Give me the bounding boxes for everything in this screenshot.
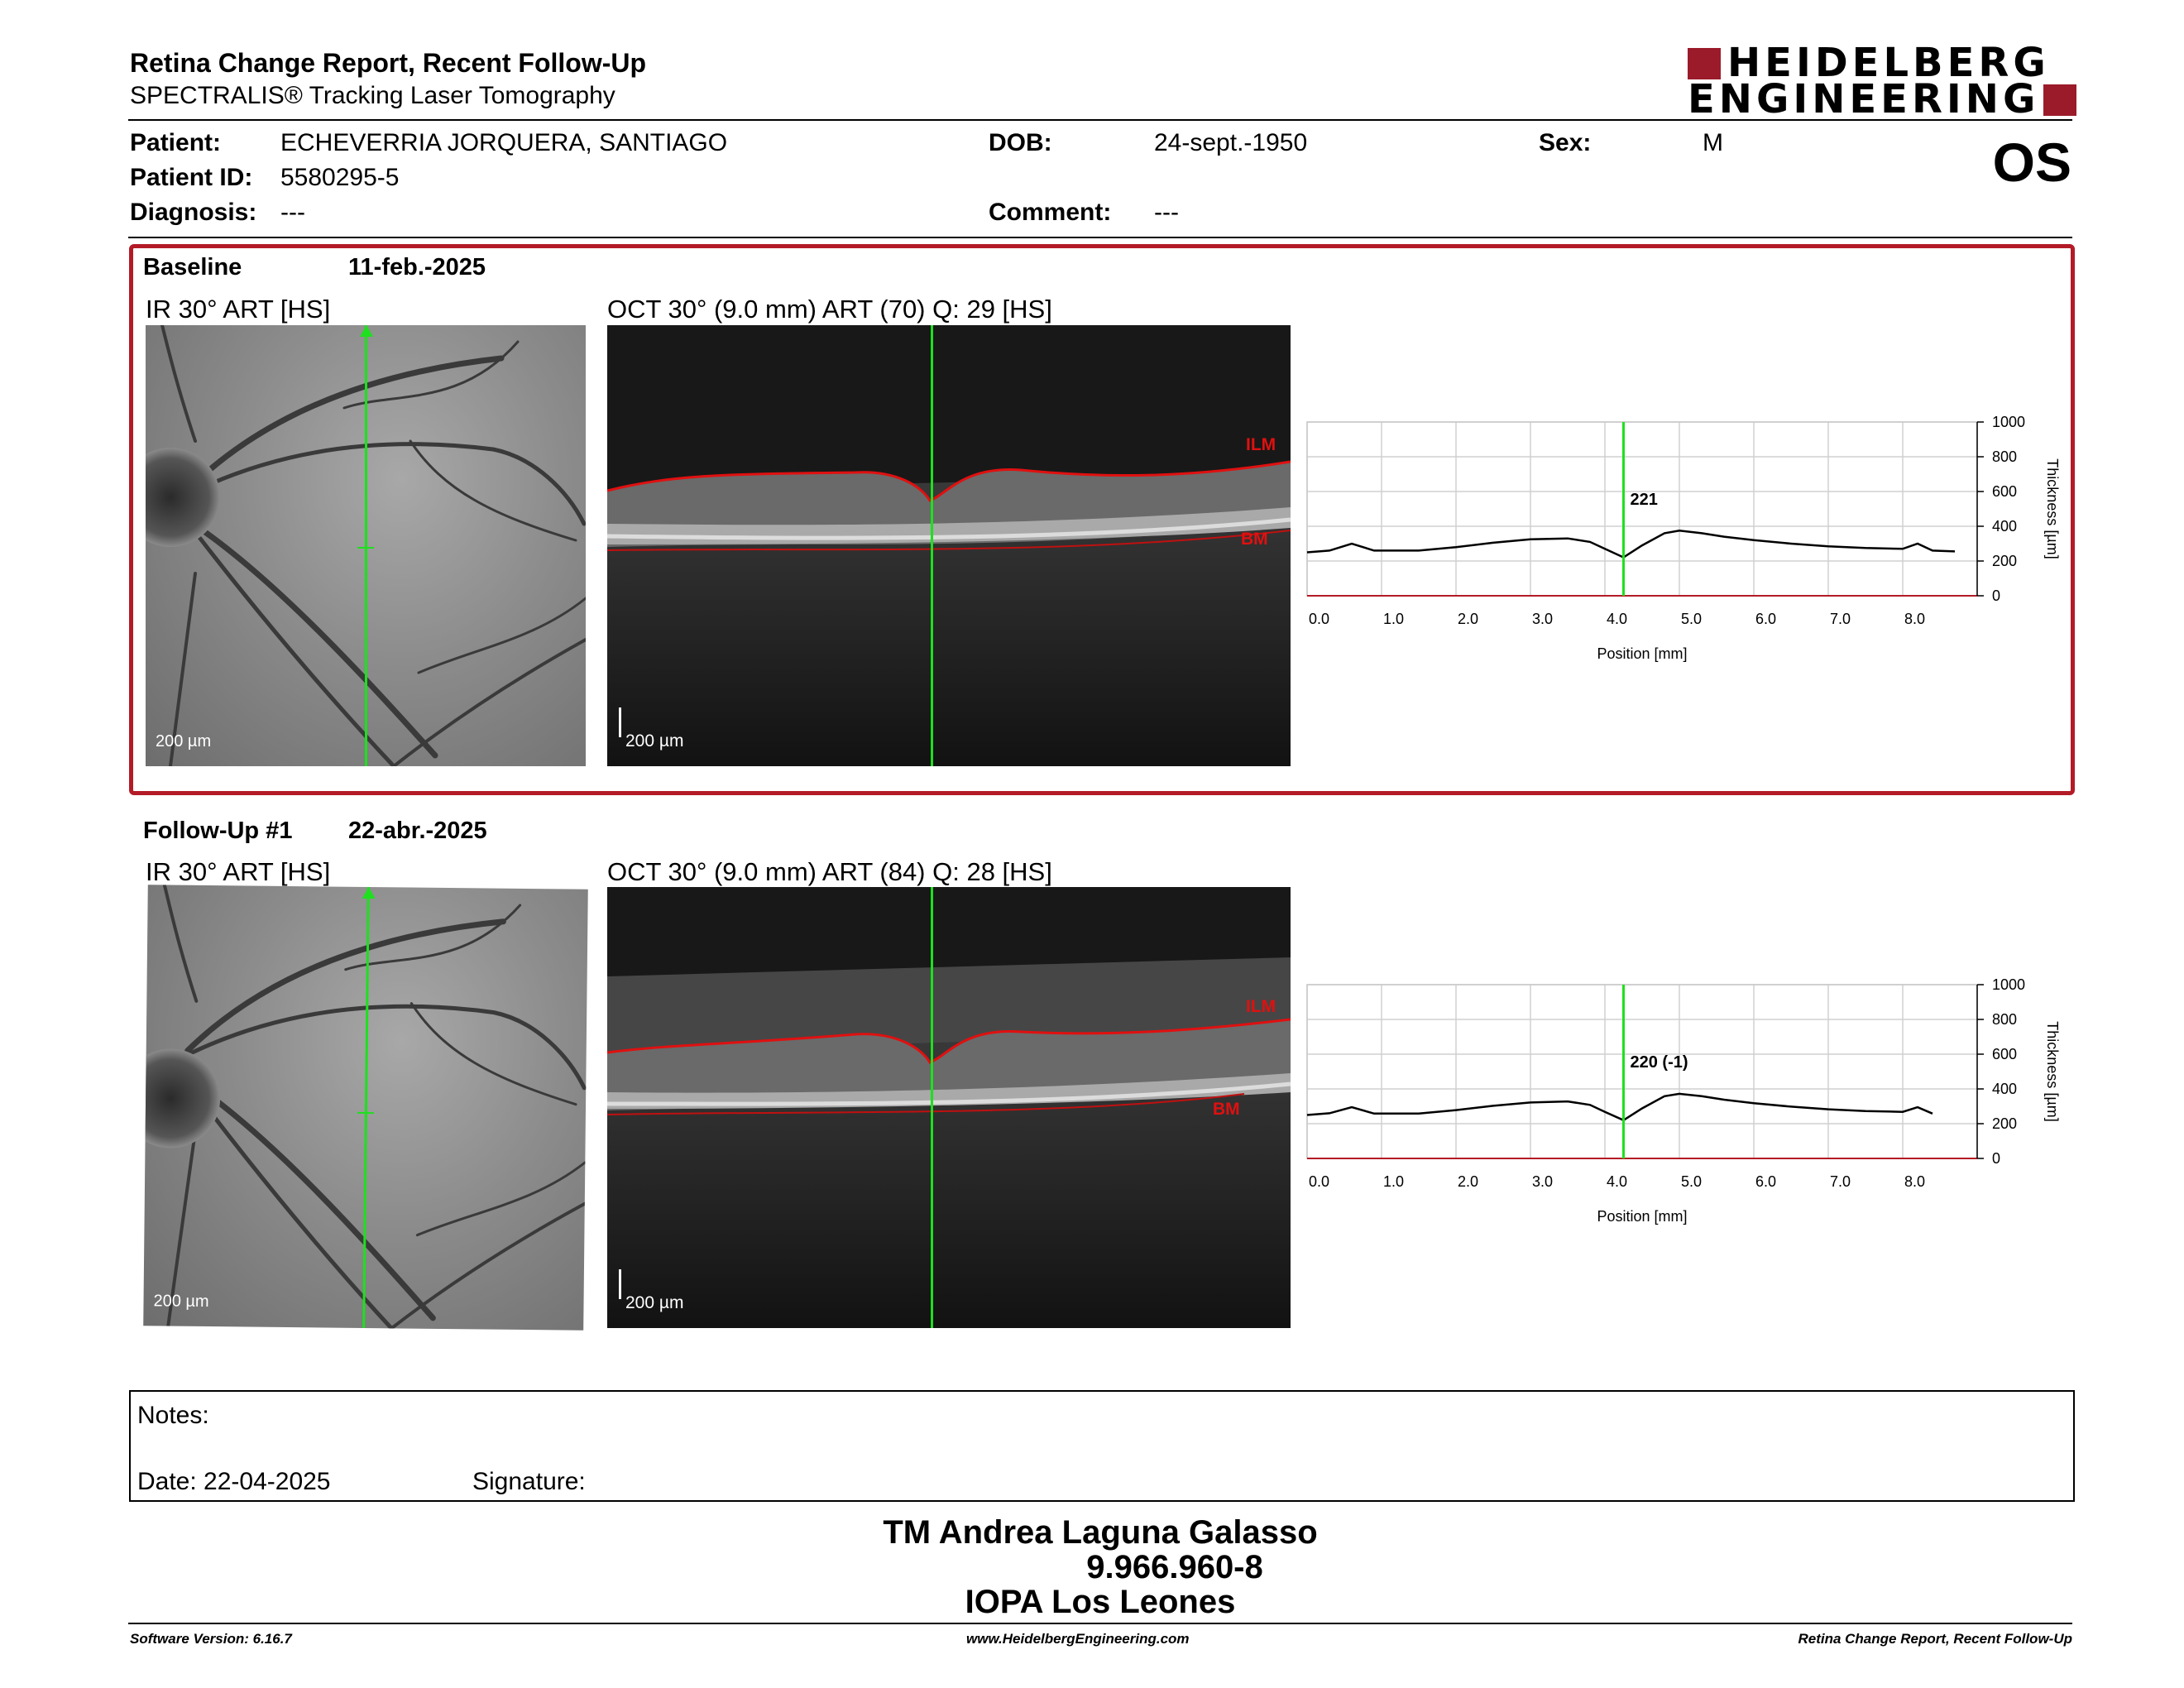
x-tick-label: 1.0 bbox=[1383, 1173, 1404, 1190]
vessel-overlay bbox=[162, 885, 587, 1331]
x-tick-label: 0.0 bbox=[1309, 1173, 1329, 1190]
baseline-ilm-tag: ILM bbox=[1246, 435, 1276, 454]
y-tick-label: 200 bbox=[1992, 1115, 2017, 1132]
sex-label: Sex: bbox=[1539, 129, 1592, 156]
x-tick-label: 3.0 bbox=[1532, 1173, 1553, 1190]
logo-line1: HEIDELBERG bbox=[1727, 40, 2050, 86]
heidelberg-logo: HEIDELBERG ENGINEERING bbox=[1688, 40, 2076, 122]
x-tick-label: 2.0 bbox=[1458, 1173, 1478, 1190]
baseline-date: 11-feb.-2025 bbox=[348, 254, 486, 281]
x-tick-label: 7.0 bbox=[1830, 611, 1851, 627]
thickness-series-line bbox=[1306, 530, 1956, 559]
oct-layers bbox=[607, 325, 1291, 766]
x-tick-label: 4.0 bbox=[1607, 611, 1627, 627]
baseline-oct-label: OCT 30° (9.0 mm) ART (70) Q: 29 [HS] bbox=[607, 295, 1052, 324]
x-tick-label: 6.0 bbox=[1755, 611, 1776, 627]
plot-frame bbox=[1306, 984, 1978, 1159]
date-label: Date: 22-04-2025 bbox=[137, 1468, 331, 1495]
vessel-overlay bbox=[160, 325, 586, 766]
y-tick-label: 600 bbox=[1992, 1046, 2017, 1062]
comment-label: Comment: bbox=[989, 199, 1112, 226]
x-tick-label: 3.0 bbox=[1532, 611, 1553, 627]
marker-value-label: 221 bbox=[1631, 491, 1658, 509]
baseline-bm-tag: BM bbox=[1241, 530, 1268, 549]
y-tick-label: 0 bbox=[1992, 1150, 2000, 1167]
x-tick-label: 1.0 bbox=[1383, 611, 1404, 627]
followup-date: 22-abr.-2025 bbox=[348, 818, 487, 844]
operator-id: 9.966.960-8 bbox=[1086, 1549, 1263, 1585]
patient-id-label: Patient ID: bbox=[130, 164, 253, 191]
footer-report-name: Retina Change Report, Recent Follow-Up bbox=[1798, 1631, 2072, 1647]
x-axis-label: Position [mm] bbox=[1597, 645, 1687, 662]
comment-value: --- bbox=[1154, 199, 1179, 226]
sex-value: M bbox=[1703, 129, 1723, 156]
marker-value-label: 220 (-1) bbox=[1631, 1053, 1688, 1072]
followup-thickness-chart: 0.0 1.0 2.0 3.0 4.0 5.0 6.0 7.0 8.0 0 200 400 600 800… bbox=[1306, 976, 2061, 1225]
baseline-oct-scale: 200 µm bbox=[625, 731, 684, 750]
y-tick-label: 0 bbox=[1992, 587, 2000, 604]
x-tick-label: 4.0 bbox=[1607, 1173, 1627, 1190]
followup-oct-image: ILM BM 200 µm bbox=[607, 887, 1291, 1328]
y-axis-label: Thickness [µm] bbox=[2044, 458, 2061, 559]
operator-center: IOPA Los Leones bbox=[965, 1584, 1236, 1620]
baseline-thickness-chart: 0.0 1.0 2.0 3.0 4.0 5.0 6.0 7.0 8.0 0 200 400 600 800… bbox=[1306, 414, 2061, 662]
y-tick-label: 1000 bbox=[1992, 414, 2025, 430]
x-tick-label: 5.0 bbox=[1681, 611, 1702, 627]
followup-ir-scale: 200 µm bbox=[153, 1292, 209, 1312]
thickness-series-line bbox=[1306, 1092, 1933, 1122]
y-tick-label: 400 bbox=[1992, 518, 2017, 535]
followup-oct-label: OCT 30° (9.0 mm) ART (84) Q: 28 [HS] bbox=[607, 857, 1052, 886]
patient-label: Patient: bbox=[130, 129, 222, 156]
patient-name: ECHEVERRIA JORQUERA, SANTIAGO bbox=[280, 129, 728, 156]
followup-bm-tag: BM bbox=[1213, 1100, 1240, 1119]
x-tick-label: 5.0 bbox=[1681, 1173, 1702, 1190]
y-tick-label: 600 bbox=[1992, 483, 2017, 500]
followup-label: Follow-Up #1 bbox=[143, 818, 293, 844]
followup-oct-scale: 200 µm bbox=[625, 1293, 684, 1312]
baseline-section bbox=[129, 244, 2075, 795]
report-title: Retina Change Report, Recent Follow-Up bbox=[130, 48, 647, 78]
logo-line2: ENGINEERING bbox=[1688, 76, 2040, 122]
baseline-label: Baseline bbox=[143, 254, 242, 281]
x-tick-label: 0.0 bbox=[1309, 611, 1329, 627]
x-tick-label: 7.0 bbox=[1830, 1173, 1851, 1190]
plot-frame bbox=[1306, 421, 1978, 597]
x-axis-label: Position [mm] bbox=[1597, 1208, 1687, 1225]
x-tick-label: 8.0 bbox=[1904, 1173, 1925, 1190]
eye-indicator: OS bbox=[1992, 132, 2071, 193]
patient-id-value: 5580295-5 bbox=[280, 164, 400, 191]
followup-ir-image: 200 µm bbox=[143, 885, 588, 1331]
y-tick-label: 400 bbox=[1992, 1081, 2017, 1097]
x-tick-label: 2.0 bbox=[1458, 611, 1478, 627]
operator-name: TM Andrea Laguna Galasso bbox=[883, 1514, 1318, 1551]
baseline-oct-image: ILM BM 200 µm bbox=[607, 325, 1291, 766]
x-tick-label: 8.0 bbox=[1904, 611, 1925, 627]
diagnosis-label: Diagnosis: bbox=[130, 199, 257, 226]
oct-layers bbox=[607, 887, 1291, 1328]
baseline-ir-scale: 200 µm bbox=[156, 732, 212, 750]
y-axis-label: Thickness [µm] bbox=[2044, 1021, 2061, 1121]
report-subtitle: SPECTRALIS® Tracking Laser Tomography bbox=[130, 82, 615, 109]
notes-box: Notes: Date: 22-04-2025 Signature: bbox=[129, 1390, 2075, 1502]
y-tick-label: 800 bbox=[1992, 1011, 2017, 1028]
chart-grid bbox=[1306, 984, 1977, 1159]
dob-label: DOB: bbox=[989, 129, 1052, 156]
baseline-ir-label: IR 30° ART [HS] bbox=[146, 295, 331, 324]
x-tick-label: 6.0 bbox=[1755, 1173, 1776, 1190]
y-tick-label: 800 bbox=[1992, 448, 2017, 465]
y-tick-label: 1000 bbox=[1992, 976, 2025, 993]
website-link[interactable]: www.HeidelbergEngineering.com bbox=[966, 1631, 1190, 1647]
y-tick-label: 200 bbox=[1992, 553, 2017, 569]
followup-ir-label: IR 30° ART [HS] bbox=[146, 857, 331, 886]
baseline-ir-image: 200 µm bbox=[146, 325, 586, 766]
chart-grid bbox=[1306, 421, 1977, 597]
signature-label: Signature: bbox=[472, 1468, 586, 1495]
diagnosis-value: --- bbox=[280, 199, 305, 226]
dob-value: 24-sept.-1950 bbox=[1154, 129, 1308, 156]
software-version: Software Version: 6.16.7 bbox=[130, 1631, 292, 1647]
notes-label: Notes: bbox=[137, 1402, 209, 1429]
followup-ilm-tag: ILM bbox=[1246, 997, 1276, 1016]
